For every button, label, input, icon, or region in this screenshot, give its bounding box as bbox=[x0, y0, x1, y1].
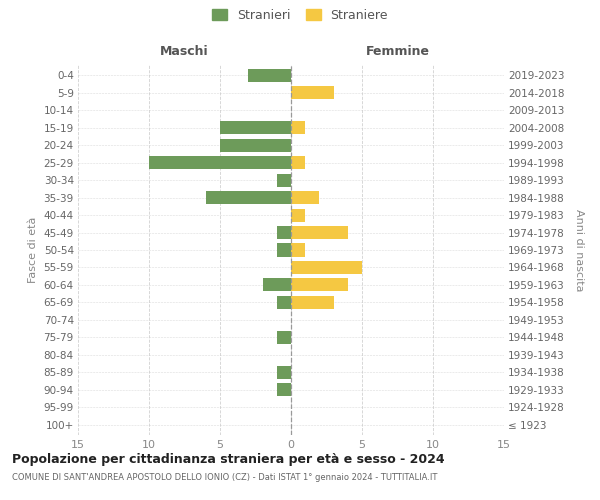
Text: Popolazione per cittadinanza straniera per età e sesso - 2024: Popolazione per cittadinanza straniera p… bbox=[12, 452, 445, 466]
Bar bbox=[291, 278, 348, 291]
Bar bbox=[277, 366, 291, 378]
Bar bbox=[220, 138, 291, 152]
Bar bbox=[277, 296, 291, 309]
Legend: Stranieri, Straniere: Stranieri, Straniere bbox=[212, 8, 388, 22]
Bar bbox=[291, 122, 305, 134]
Bar bbox=[291, 226, 348, 239]
Text: COMUNE DI SANT'ANDREA APOSTOLO DELLO IONIO (CZ) - Dati ISTAT 1° gennaio 2024 - T: COMUNE DI SANT'ANDREA APOSTOLO DELLO ION… bbox=[12, 472, 437, 482]
Text: Maschi: Maschi bbox=[160, 44, 209, 58]
Bar bbox=[277, 383, 291, 396]
Bar bbox=[291, 261, 362, 274]
Bar bbox=[277, 174, 291, 186]
Y-axis label: Fasce di età: Fasce di età bbox=[28, 217, 38, 283]
Text: Femmine: Femmine bbox=[365, 44, 430, 58]
Bar bbox=[291, 191, 319, 204]
Bar bbox=[263, 278, 291, 291]
Bar bbox=[277, 330, 291, 344]
Bar bbox=[149, 156, 291, 170]
Bar bbox=[277, 244, 291, 256]
Bar bbox=[291, 244, 305, 256]
Bar bbox=[291, 86, 334, 100]
Bar bbox=[277, 226, 291, 239]
Y-axis label: Anni di nascita: Anni di nascita bbox=[574, 209, 584, 291]
Bar bbox=[220, 122, 291, 134]
Bar bbox=[291, 296, 334, 309]
Bar bbox=[291, 156, 305, 170]
Bar bbox=[248, 69, 291, 82]
Bar bbox=[291, 208, 305, 222]
Bar bbox=[206, 191, 291, 204]
